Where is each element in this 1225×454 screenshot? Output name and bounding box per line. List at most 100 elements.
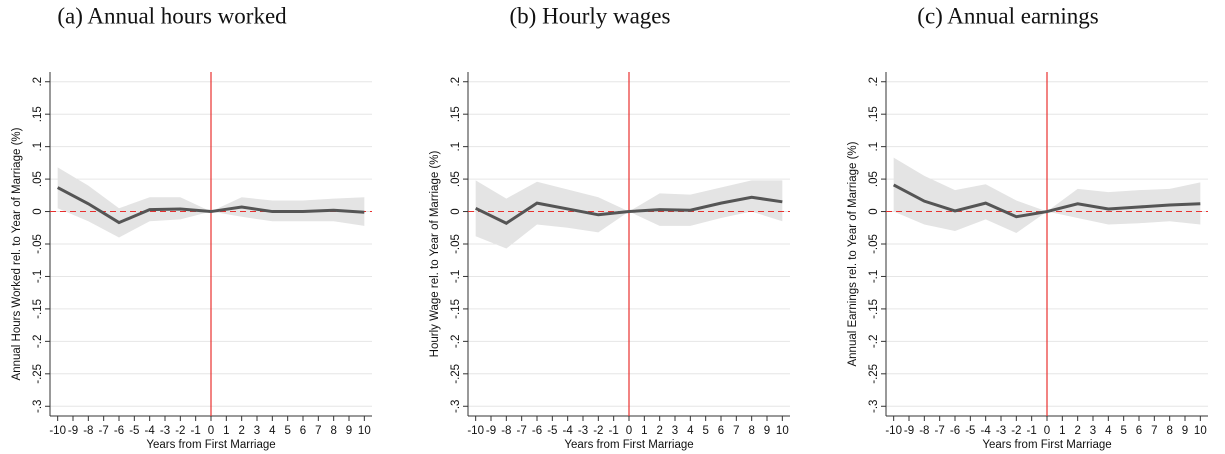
x-tick-label: -9 (904, 425, 914, 437)
x-tick-label: -5 (129, 425, 139, 437)
x-tick-label: -2 (593, 425, 603, 437)
x-tick-label: -6 (114, 425, 124, 437)
y-tick-label: .05 (32, 171, 44, 187)
x-tick-label: -1 (1027, 425, 1037, 437)
x-tick-label: 10 (358, 425, 371, 437)
x-tick-label: 10 (1194, 425, 1207, 437)
y-tick-label: -.3 (868, 400, 880, 413)
panel-title: (b) Hourly wages (510, 3, 671, 28)
x-tick-label: -6 (950, 425, 960, 437)
x-tick-label: -5 (965, 425, 975, 437)
x-tick-label: -10 (49, 425, 66, 437)
x-tick-label: -4 (981, 425, 992, 437)
y-tick-label: .15 (32, 106, 44, 122)
x-tick-label: -1 (191, 425, 201, 437)
x-tick-label: -7 (517, 425, 527, 437)
panel-title: (a) Annual hours worked (57, 3, 287, 28)
x-tick-label: -10 (885, 425, 902, 437)
x-tick-label: -7 (935, 425, 945, 437)
x-tick-label: -10 (467, 425, 484, 437)
x-axis-label: Years from First Marriage (146, 439, 275, 451)
x-tick-label: -9 (486, 425, 496, 437)
x-tick-label: -7 (99, 425, 109, 437)
y-tick-label: -.2 (450, 335, 462, 348)
y-tick-label: .15 (868, 106, 880, 122)
x-axis-label: Years from First Marriage (982, 439, 1111, 451)
y-tick-label: .05 (450, 171, 462, 187)
x-tick-label: 8 (330, 425, 336, 437)
x-tick-label: 0 (208, 425, 214, 437)
x-tick-label: 2 (1074, 425, 1080, 437)
x-tick-label: 10 (776, 425, 789, 437)
y-tick-label: -.05 (868, 234, 880, 254)
x-tick-label: -4 (145, 425, 156, 437)
estimate-line (475, 195, 783, 225)
x-tick-label: 9 (1182, 425, 1188, 437)
x-tick-label: 5 (284, 425, 290, 437)
confidence-band (475, 180, 783, 249)
y-tick-label: -.25 (450, 364, 462, 384)
x-tick-label: 7 (315, 425, 321, 437)
x-tick-label: 9 (764, 425, 770, 437)
x-tick-label: 3 (254, 425, 260, 437)
y-tick-label: -.1 (868, 270, 880, 283)
y-tick-label: .15 (450, 106, 462, 122)
x-tick-label: 4 (687, 425, 694, 437)
x-tick-label: -3 (996, 425, 1006, 437)
y-tick-label: -.2 (868, 335, 880, 348)
y-tick-label: -.2 (32, 335, 44, 348)
y-tick-label: .1 (450, 142, 462, 152)
y-tick-label: -.15 (450, 299, 462, 319)
y-tick-label: 0 (32, 208, 44, 214)
panel-title: (c) Annual earnings (917, 3, 1098, 28)
x-tick-label: 3 (1090, 425, 1096, 437)
x-tick-label: -2 (175, 425, 185, 437)
y-tick-label: -.25 (868, 364, 880, 384)
x-tick-label: -6 (532, 425, 542, 437)
x-tick-label: 1 (1059, 425, 1065, 437)
x-tick-label: 1 (223, 425, 229, 437)
y-tick-label: -.1 (32, 270, 44, 283)
x-tick-label: 6 (718, 425, 724, 437)
y-tick-label: .1 (868, 142, 880, 152)
y-tick-label: -.3 (450, 400, 462, 413)
x-tick-label: -5 (547, 425, 557, 437)
estimate-line (892, 183, 1201, 219)
y-tick-label: -.1 (450, 270, 462, 283)
x-tick-label: 2 (238, 425, 244, 437)
x-tick-label: -3 (160, 425, 170, 437)
confidence-band (893, 157, 1201, 233)
x-tick-label: -8 (501, 425, 511, 437)
y-tick-label: -.25 (32, 364, 44, 384)
y-axis-label: Annual Earnings rel. to Year of Marriage… (847, 141, 859, 366)
x-tick-label: 7 (733, 425, 739, 437)
y-tick-label: -.15 (32, 299, 44, 319)
estimate-line (56, 186, 365, 225)
y-axis-label: Hourly Wage rel. to Year of Marriage (%) (429, 151, 441, 358)
x-tick-label: -8 (919, 425, 929, 437)
y-tick-label: 0 (868, 208, 880, 214)
y-tick-label: -.05 (32, 234, 44, 254)
x-tick-label: 6 (1136, 425, 1142, 437)
y-tick-label: -.3 (32, 400, 44, 413)
y-axis-label: Annual Hours Worked rel. to Year of Marr… (11, 127, 23, 380)
x-tick-label: -3 (578, 425, 588, 437)
y-tick-label: .2 (32, 77, 44, 87)
x-tick-label: 4 (1105, 425, 1112, 437)
y-tick-label: 0 (450, 208, 462, 214)
x-tick-label: 8 (1166, 425, 1172, 437)
x-tick-label: 0 (1044, 425, 1050, 437)
x-tick-label: 5 (702, 425, 708, 437)
confidence-band (57, 167, 365, 238)
y-tick-label: -.15 (868, 299, 880, 319)
x-tick-label: -9 (68, 425, 78, 437)
x-tick-label: 2 (656, 425, 662, 437)
y-tick-label: -.05 (450, 234, 462, 254)
x-tick-label: -2 (1011, 425, 1021, 437)
x-tick-label: 3 (672, 425, 678, 437)
y-tick-label: .05 (868, 171, 880, 187)
y-tick-label: .1 (32, 142, 44, 152)
x-tick-label: -8 (83, 425, 93, 437)
x-tick-label: 4 (269, 425, 276, 437)
